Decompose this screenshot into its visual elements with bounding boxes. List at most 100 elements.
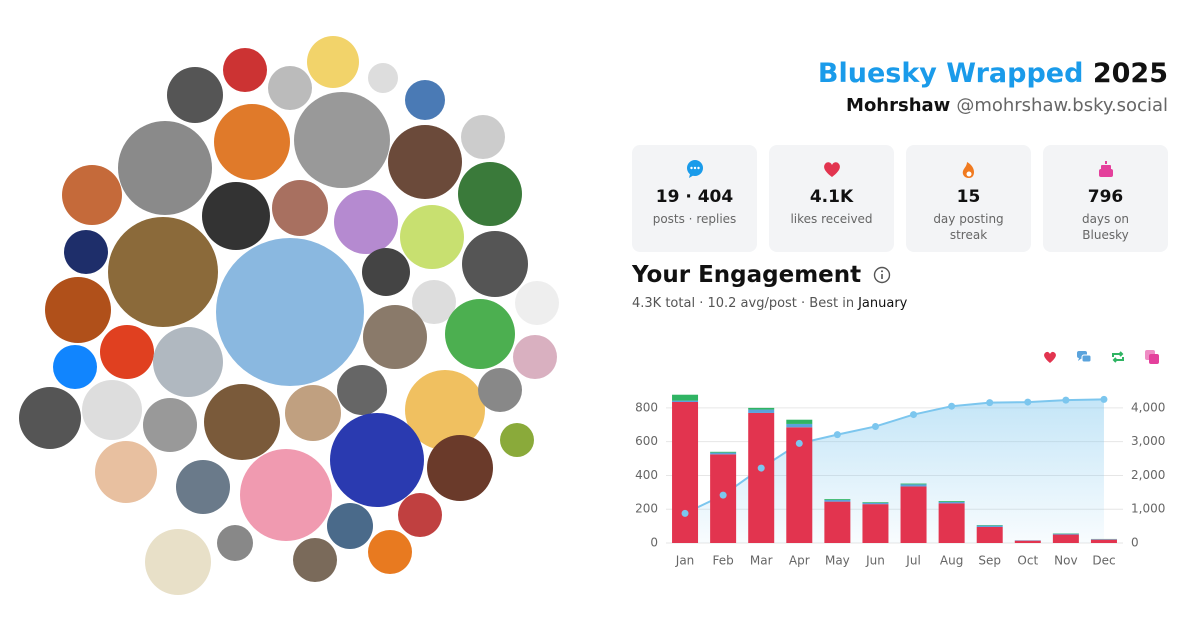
avatar xyxy=(217,525,253,561)
bar-segment xyxy=(672,400,699,402)
engagement-chart: 0 200 400 600 800 0 1,000 2,000 3,000 4,000 Jan Feb… xyxy=(635,350,1165,568)
stat-value: 19 · 404 xyxy=(655,187,734,207)
stat-icon xyxy=(1098,161,1113,177)
y2-tick-label: 0 xyxy=(1131,536,1139,550)
header: Bluesky Wrapped 2025 Mohrshaw @mohrshaw.b… xyxy=(818,58,1168,116)
legend-icon xyxy=(1044,351,1056,363)
avatar xyxy=(513,335,557,379)
y-tick-label: 400 xyxy=(635,468,658,482)
line-point xyxy=(757,464,765,472)
bar-segment xyxy=(900,484,927,487)
avatar xyxy=(64,230,108,274)
avatar xyxy=(45,277,111,343)
stat-label: days on Bluesky xyxy=(1081,212,1130,242)
bar-segment xyxy=(862,504,889,543)
avatar xyxy=(272,180,328,236)
avatar xyxy=(240,449,332,541)
stat-cards: 19 · 404 posts · replies 4.1K likes receive… xyxy=(632,145,1168,252)
stat-card: 796 days on Bluesky xyxy=(1043,145,1168,252)
avatar xyxy=(294,92,390,188)
avatar xyxy=(400,205,464,269)
line-point xyxy=(948,402,956,410)
bar-segment xyxy=(748,412,775,543)
best-month: January xyxy=(858,296,908,311)
avatar xyxy=(216,238,364,386)
app-title: Bluesky Wrapped xyxy=(817,58,1084,89)
avatar xyxy=(118,121,212,215)
x-tick-label: Feb xyxy=(713,554,734,568)
stat-value: 796 xyxy=(1087,187,1124,207)
bar-segment xyxy=(748,409,775,413)
avatar xyxy=(307,36,359,88)
avatar xyxy=(202,182,270,250)
info-icon[interactable] xyxy=(873,266,891,284)
avatar xyxy=(334,190,398,254)
bar-segment xyxy=(976,526,1003,543)
x-tick-label: Mar xyxy=(750,554,773,568)
y2-tick-label: 4,000 xyxy=(1131,400,1165,414)
avatar xyxy=(363,305,427,369)
avatar xyxy=(368,63,398,93)
avatar xyxy=(388,125,462,199)
bar-segment xyxy=(976,525,1003,526)
year: 2025 xyxy=(1092,58,1168,89)
bar-segment xyxy=(938,501,965,502)
avatar xyxy=(214,104,290,180)
avatar xyxy=(398,493,442,537)
bar-segment xyxy=(1014,540,1041,543)
x-tick-label: Oct xyxy=(1017,554,1038,568)
avatar xyxy=(461,115,505,159)
avatar xyxy=(167,67,223,123)
stat-card: 15 day posting streak xyxy=(906,145,1031,252)
bar-segment xyxy=(824,499,851,502)
y-tick-label: 600 xyxy=(635,434,658,448)
profile: Mohrshaw @mohrshaw.bsky.social xyxy=(818,95,1168,116)
bar-segment xyxy=(1090,539,1117,543)
avatar xyxy=(153,327,223,397)
x-tick-label: Jan xyxy=(675,554,695,568)
avatar xyxy=(19,387,81,449)
avatar xyxy=(145,529,211,595)
stat-card: 4.1K likes received xyxy=(769,145,894,252)
bar-segment xyxy=(938,501,965,504)
avatar xyxy=(412,280,456,324)
line-point xyxy=(681,509,689,517)
engagement-header: Your Engagement 4.3K total · 10.2 avg/po… xyxy=(632,262,907,311)
legend-icon xyxy=(1145,350,1159,364)
avatar xyxy=(462,231,528,297)
legend-icon xyxy=(1077,351,1092,363)
avatar xyxy=(62,165,122,225)
avatar xyxy=(268,66,312,110)
y-tick-label: 800 xyxy=(635,400,658,414)
avatar xyxy=(108,217,218,327)
x-tick-label: May xyxy=(825,554,850,568)
bar-segment xyxy=(1090,539,1117,540)
title: Bluesky Wrapped 2025 xyxy=(818,58,1168,89)
bar-segment xyxy=(862,502,889,503)
avatar xyxy=(82,380,142,440)
bar-segment xyxy=(1052,533,1079,535)
y-tick-label: 0 xyxy=(650,536,658,550)
line-point xyxy=(1100,395,1108,403)
bar-segment xyxy=(938,503,965,543)
avatar xyxy=(368,530,412,574)
avatar xyxy=(143,398,197,452)
avatar xyxy=(427,435,493,501)
avatar xyxy=(327,503,373,549)
x-tick-label: Jun xyxy=(865,554,885,568)
avatar xyxy=(53,345,97,389)
avatar xyxy=(405,80,445,120)
stat-card: 19 · 404 posts · replies xyxy=(632,145,757,252)
stat-value: 15 xyxy=(956,187,981,207)
x-tick-label: Dec xyxy=(1092,554,1115,568)
avatar xyxy=(223,48,267,92)
avatar xyxy=(515,281,559,325)
summary-text: 4.3K total · 10.2 avg/post · Best in xyxy=(632,296,855,311)
legend-icon xyxy=(1112,351,1124,363)
avatar xyxy=(100,325,154,379)
bar-segment xyxy=(786,423,813,428)
bar-segment xyxy=(672,401,699,543)
avatar-cloud xyxy=(19,36,559,595)
bar-segment xyxy=(862,502,889,505)
